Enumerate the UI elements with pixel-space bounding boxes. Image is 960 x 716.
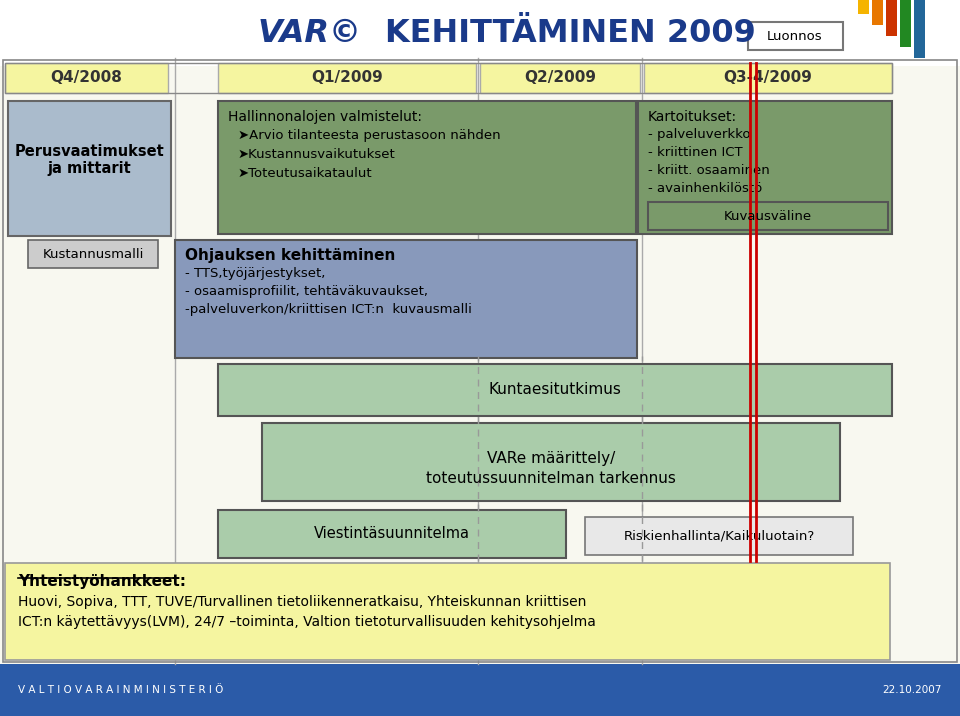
- FancyBboxPatch shape: [858, 0, 869, 14]
- Text: Perusvaatimukset: Perusvaatimukset: [14, 143, 164, 158]
- Text: -palveluverkon/kriittisen ICT:n  kuvausmalli: -palveluverkon/kriittisen ICT:n kuvausma…: [185, 303, 472, 316]
- FancyBboxPatch shape: [5, 63, 168, 93]
- Text: Yhteistyöhankkeet:: Yhteistyöhankkeet:: [18, 574, 186, 589]
- Text: - osaamisprofiilit, tehtäväkuvaukset,: - osaamisprofiilit, tehtäväkuvaukset,: [185, 285, 428, 298]
- Text: ICT:n käytettävyys(LVM), 24/7 –toiminta, Valtion tietoturvallisuuden kehitysohje: ICT:n käytettävyys(LVM), 24/7 –toiminta,…: [18, 615, 596, 629]
- Text: VAR©: VAR©: [258, 17, 362, 49]
- FancyBboxPatch shape: [218, 510, 566, 558]
- FancyBboxPatch shape: [638, 101, 892, 234]
- FancyBboxPatch shape: [914, 0, 925, 58]
- Text: - kriitt. osaaminen: - kriitt. osaaminen: [648, 164, 770, 177]
- Text: Kustannusmalli: Kustannusmalli: [42, 248, 144, 261]
- FancyBboxPatch shape: [8, 101, 171, 236]
- Text: ➤Toteutusaikataulut: ➤Toteutusaikataulut: [238, 167, 372, 180]
- FancyBboxPatch shape: [480, 63, 640, 93]
- Text: Kuntaesitutkimus: Kuntaesitutkimus: [489, 382, 621, 397]
- FancyBboxPatch shape: [0, 0, 960, 664]
- Text: KEHITTÄMINEN 2009: KEHITTÄMINEN 2009: [385, 17, 756, 49]
- Text: ➤Kustannusvaikutukset: ➤Kustannusvaikutukset: [238, 148, 396, 161]
- Text: toteutussuunnitelman tarkennus: toteutussuunnitelman tarkennus: [426, 471, 676, 486]
- FancyBboxPatch shape: [5, 563, 890, 660]
- FancyBboxPatch shape: [886, 0, 897, 36]
- Text: V A L T I O V A R A I N M I N I S T E R I Ö: V A L T I O V A R A I N M I N I S T E R …: [18, 685, 224, 695]
- FancyBboxPatch shape: [0, 664, 960, 716]
- FancyBboxPatch shape: [585, 517, 853, 555]
- Text: Q3-4/2009: Q3-4/2009: [724, 70, 812, 85]
- FancyBboxPatch shape: [218, 364, 892, 416]
- Text: 22.10.2007: 22.10.2007: [882, 685, 942, 695]
- FancyBboxPatch shape: [0, 0, 960, 66]
- FancyBboxPatch shape: [644, 63, 892, 93]
- Text: Huovi, Sopiva, TTT, TUVE/Turvallinen tietoliikenneratkaisu, Yhteiskunnan kriitti: Huovi, Sopiva, TTT, TUVE/Turvallinen tie…: [18, 595, 587, 609]
- Text: Luonnos: Luonnos: [767, 29, 823, 42]
- Text: ja mittarit: ja mittarit: [47, 162, 131, 177]
- FancyBboxPatch shape: [28, 240, 158, 268]
- FancyBboxPatch shape: [900, 0, 911, 47]
- Text: Viestintäsuunnitelma: Viestintäsuunnitelma: [314, 526, 470, 541]
- Text: Q4/2008: Q4/2008: [51, 70, 123, 85]
- Text: - TTS,työjärjestykset,: - TTS,työjärjestykset,: [185, 267, 325, 280]
- FancyBboxPatch shape: [872, 0, 883, 25]
- Text: Ohjauksen kehittäminen: Ohjauksen kehittäminen: [185, 248, 396, 263]
- Text: Riskienhallinta/Kaikuluotain?: Riskienhallinta/Kaikuluotain?: [623, 530, 815, 543]
- FancyBboxPatch shape: [262, 423, 840, 501]
- FancyBboxPatch shape: [175, 240, 637, 358]
- Text: Q2/2009: Q2/2009: [524, 70, 596, 85]
- FancyBboxPatch shape: [648, 202, 888, 230]
- Text: Kartoitukset:: Kartoitukset:: [648, 110, 737, 124]
- Text: - kriittinen ICT: - kriittinen ICT: [648, 146, 743, 159]
- FancyBboxPatch shape: [218, 101, 636, 234]
- FancyBboxPatch shape: [748, 22, 843, 50]
- Text: VARe määrittely/: VARe määrittely/: [487, 451, 615, 466]
- FancyBboxPatch shape: [218, 63, 476, 93]
- Text: Hallinnonalojen valmistelut:: Hallinnonalojen valmistelut:: [228, 110, 422, 124]
- Text: Kuvausväline: Kuvausväline: [724, 210, 812, 223]
- Text: ➤Arvio tilanteesta perustasoon nähden: ➤Arvio tilanteesta perustasoon nähden: [238, 129, 500, 142]
- Text: Q1/2009: Q1/2009: [311, 70, 383, 85]
- Text: - avainhenkilöstö: - avainhenkilöstö: [648, 182, 762, 195]
- Text: - palveluverkko: - palveluverkko: [648, 128, 751, 141]
